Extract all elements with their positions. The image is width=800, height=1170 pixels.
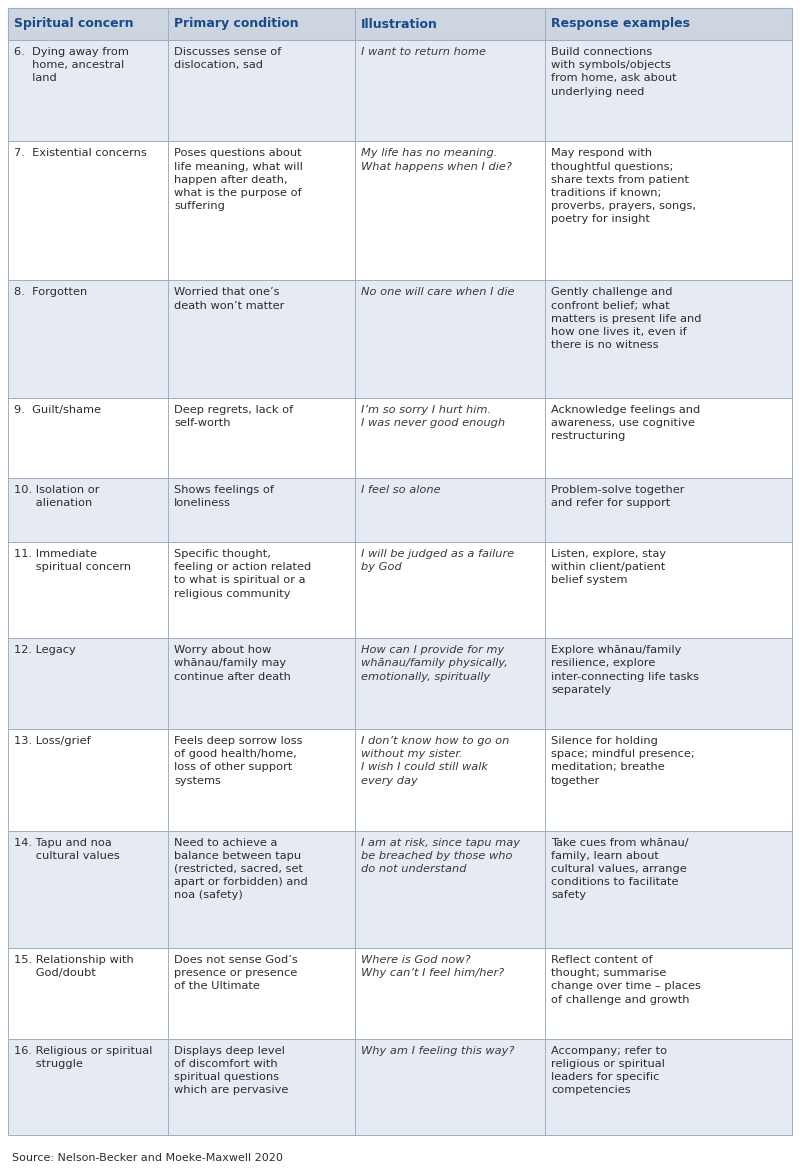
Text: 7.  Existential concerns: 7. Existential concerns — [14, 149, 146, 158]
Text: Poses questions about
life meaning, what will
happen after death,
what is the pu: Poses questions about life meaning, what… — [174, 149, 303, 212]
Bar — [8, 729, 792, 831]
Text: Deep regrets, lack of
self-worth: Deep regrets, lack of self-worth — [174, 405, 293, 428]
Text: I feel so alone: I feel so alone — [361, 486, 440, 495]
Text: Silence for holding
space; mindful presence;
meditation; breathe
together: Silence for holding space; mindful prese… — [551, 736, 694, 785]
Bar — [8, 1039, 792, 1135]
Text: Source: Nelson-Becker and Moeke-Maxwell 2020: Source: Nelson-Becker and Moeke-Maxwell … — [12, 1152, 283, 1163]
Text: Where is God now?
Why can’t I feel him/her?: Where is God now? Why can’t I feel him/h… — [361, 955, 504, 978]
Text: Why am I feeling this way?: Why am I feeling this way? — [361, 1046, 514, 1055]
Text: Gently challenge and
confront belief; what
matters is present life and
how one l: Gently challenge and confront belief; wh… — [551, 288, 702, 350]
Bar — [8, 281, 792, 398]
Text: Listen, explore, stay
within client/patient
belief system: Listen, explore, stay within client/pati… — [551, 549, 666, 585]
Bar — [8, 831, 792, 948]
Text: Displays deep level
of discomfort with
spiritual questions
which are pervasive: Displays deep level of discomfort with s… — [174, 1046, 288, 1095]
Text: Explore whānau/family
resilience, explore
inter-connecting life tasks
separately: Explore whānau/family resilience, explor… — [551, 645, 699, 695]
Text: Acknowledge feelings and
awareness, use cognitive
restructuring: Acknowledge feelings and awareness, use … — [551, 405, 700, 441]
Text: Specific thought,
feeling or action related
to what is spiritual or a
religious : Specific thought, feeling or action rela… — [174, 549, 311, 599]
Text: 14. Tapu and noa
      cultural values: 14. Tapu and noa cultural values — [14, 838, 120, 861]
Text: I don’t know how to go on
without my sister.
I wish I could still walk
every day: I don’t know how to go on without my sis… — [361, 736, 509, 785]
Text: Take cues from whānau/
family, learn about
cultural values, arrange
conditions t: Take cues from whānau/ family, learn abo… — [551, 838, 689, 901]
Text: No one will care when I die: No one will care when I die — [361, 288, 514, 297]
Text: I am at risk, since tapu may
be breached by those who
do not understand: I am at risk, since tapu may be breached… — [361, 838, 519, 874]
Text: Build connections
with symbols/objects
from home, ask about
underlying need: Build connections with symbols/objects f… — [551, 47, 677, 97]
Text: How can I provide for my
whānau/family physically,
emotionally, spiritually: How can I provide for my whānau/family p… — [361, 645, 507, 682]
Text: Discusses sense of
dislocation, sad: Discusses sense of dislocation, sad — [174, 47, 282, 70]
Text: 6.  Dying away from
     home, ancestral
     land: 6. Dying away from home, ancestral land — [14, 47, 129, 83]
Text: 8.  Forgotten: 8. Forgotten — [14, 288, 87, 297]
Text: 15. Relationship with
      God/doubt: 15. Relationship with God/doubt — [14, 955, 134, 978]
Text: 16. Religious or spiritual
      struggle: 16. Religious or spiritual struggle — [14, 1046, 152, 1069]
Text: May respond with
thoughtful questions;
share texts from patient
traditions if kn: May respond with thoughtful questions; s… — [551, 149, 696, 225]
Text: Response examples: Response examples — [551, 18, 690, 30]
Text: Reflect content of
thought; summarise
change over time – places
of challenge and: Reflect content of thought; summarise ch… — [551, 955, 701, 1005]
Text: I will be judged as a failure
by God: I will be judged as a failure by God — [361, 549, 514, 572]
Bar — [8, 398, 792, 479]
Text: Accompany; refer to
religious or spiritual
leaders for specific
competencies: Accompany; refer to religious or spiritu… — [551, 1046, 667, 1095]
Bar — [8, 479, 792, 542]
Text: Feels deep sorrow loss
of good health/home,
loss of other support
systems: Feels deep sorrow loss of good health/ho… — [174, 736, 302, 785]
Bar — [8, 948, 792, 1039]
Text: Worry about how
whānau/family may
continue after death: Worry about how whānau/family may contin… — [174, 645, 291, 682]
Text: Primary condition: Primary condition — [174, 18, 298, 30]
Text: Shows feelings of
loneliness: Shows feelings of loneliness — [174, 486, 274, 508]
Text: 12. Legacy: 12. Legacy — [14, 645, 76, 655]
Text: Spiritual concern: Spiritual concern — [14, 18, 134, 30]
Text: Worried that one’s
death won’t matter: Worried that one’s death won’t matter — [174, 288, 284, 310]
Text: Need to achieve a
balance between tapu
(restricted, sacred, set
apart or forbidd: Need to achieve a balance between tapu (… — [174, 838, 308, 901]
Text: My life has no meaning.
What happens when I die?: My life has no meaning. What happens whe… — [361, 149, 511, 172]
Text: Illustration: Illustration — [361, 18, 438, 30]
Bar — [8, 639, 792, 729]
Bar — [8, 142, 792, 281]
Text: I want to return home: I want to return home — [361, 47, 486, 57]
Bar — [8, 8, 792, 40]
Bar — [8, 542, 792, 639]
Text: I’m so sorry I hurt him.
I was never good enough: I’m so sorry I hurt him. I was never goo… — [361, 405, 505, 428]
Text: 9.  Guilt/shame: 9. Guilt/shame — [14, 405, 101, 415]
Text: Problem-solve together
and refer for support: Problem-solve together and refer for sup… — [551, 486, 685, 508]
Text: 13. Loss/grief: 13. Loss/grief — [14, 736, 90, 746]
Bar — [8, 40, 792, 142]
Text: 11. Immediate
      spiritual concern: 11. Immediate spiritual concern — [14, 549, 131, 572]
Text: 10. Isolation or
      alienation: 10. Isolation or alienation — [14, 486, 99, 508]
Text: Does not sense God’s
presence or presence
of the Ultimate: Does not sense God’s presence or presenc… — [174, 955, 298, 991]
